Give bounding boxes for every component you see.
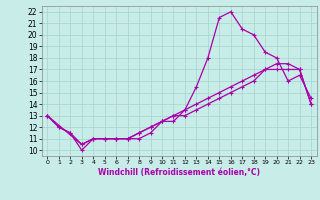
X-axis label: Windchill (Refroidissement éolien,°C): Windchill (Refroidissement éolien,°C) [98,168,260,177]
